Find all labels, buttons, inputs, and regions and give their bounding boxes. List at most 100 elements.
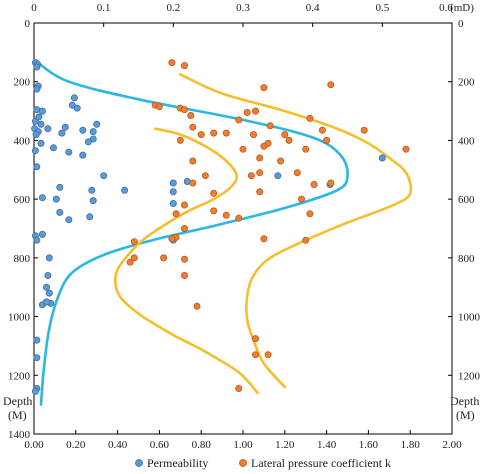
permeability-point xyxy=(44,271,52,279)
lateral-pressure-point xyxy=(327,179,335,187)
lateral-pressure-point xyxy=(323,136,331,144)
lateral-pressure-point xyxy=(189,123,197,131)
left-tick-label: 200 xyxy=(14,77,31,89)
bottom-tick-label: 0.40 xyxy=(108,439,128,451)
bottom-tick-label: 0.00 xyxy=(24,439,44,451)
left-axis-ticks: 0 200 400 600 800 1000 1200 1400 xyxy=(8,18,38,441)
left-tick-label: 800 xyxy=(14,253,31,265)
lateral-pressure-point xyxy=(302,145,310,153)
permeability-point xyxy=(93,120,101,128)
legend-label-lateral-pressure: Lateral pressure coefficient k xyxy=(251,456,391,470)
lateral-pressure-point xyxy=(210,129,218,137)
right-tick-label: 1000 xyxy=(458,312,481,324)
lateral-pressure-point xyxy=(210,207,218,215)
permeability-point xyxy=(33,354,41,362)
lateral-pressure-point xyxy=(130,238,138,246)
permeability-point xyxy=(33,85,41,93)
lateral-pressure-point xyxy=(197,131,205,139)
top-tick-label: 0.4 xyxy=(306,2,320,14)
permeability-point xyxy=(56,183,64,191)
lateral-pressure-point xyxy=(222,211,230,219)
top-axis-ticks: 0 0.1 0.2 0.3 0.4 0.5 0.6 xyxy=(31,2,453,27)
lateral-pressure-point xyxy=(243,109,251,117)
permeability-point xyxy=(33,63,41,71)
bottom-tick-label: 0.20 xyxy=(66,439,86,451)
left-tick-label: 600 xyxy=(14,194,31,206)
bottom-axis-ticks: 0.00 0.20 0.40 0.60 0.80 1.00 1.20 1.40 1.60 1.80… xyxy=(24,430,462,451)
lateral-pressure-point xyxy=(264,351,272,359)
top-tick-label: 0.5 xyxy=(375,2,389,14)
lateral-pressure-point xyxy=(249,131,257,139)
permeability-point xyxy=(38,107,46,115)
legend-marker-lateral-pressure xyxy=(239,459,247,467)
permeability-point xyxy=(45,289,53,297)
lateral-pressure-point xyxy=(168,235,176,243)
permeability-point xyxy=(50,144,58,152)
trend-curve-4 xyxy=(113,127,259,395)
lateral-pressure-point xyxy=(126,258,134,266)
legend-label-permeability: Permeability xyxy=(147,456,208,470)
lateral-pressure-point xyxy=(160,254,168,262)
trend-curve-3 xyxy=(179,73,413,389)
permeability-point xyxy=(169,188,177,196)
lateral-pressure-point xyxy=(155,103,163,111)
plot-frame xyxy=(33,22,453,435)
bottom-tick-label: 0.80 xyxy=(192,439,212,451)
left-axis-title-line2: (M) xyxy=(8,408,27,422)
lateral-pressure-point xyxy=(180,201,188,209)
right-tick-label: 0 xyxy=(458,18,464,30)
lateral-pressure-point xyxy=(260,235,268,243)
permeability-point xyxy=(378,154,386,162)
permeability-point xyxy=(45,254,53,262)
bottom-tick-label: 1.40 xyxy=(317,439,337,451)
permeability-point xyxy=(73,104,81,112)
lateral-pressure-point xyxy=(297,195,305,203)
permeability-point xyxy=(70,94,78,102)
lateral-pressure-point xyxy=(176,136,184,144)
permeability-point xyxy=(84,138,92,146)
lateral-pressure-point xyxy=(306,114,314,122)
lateral-pressure-point xyxy=(266,122,274,130)
permeability-point xyxy=(33,336,41,344)
lateral-pressure-point xyxy=(281,131,289,139)
lateral-pressure-point xyxy=(256,169,264,177)
permeability-point xyxy=(43,283,51,291)
permeability-point xyxy=(169,179,177,187)
left-tick-label: 0 xyxy=(25,18,31,30)
left-tick-label: 1400 xyxy=(8,429,31,441)
top-tick-label: 0.3 xyxy=(236,2,250,14)
right-tick-label: 600 xyxy=(458,194,475,206)
lateral-pressure-point xyxy=(251,107,259,115)
lateral-pressure-point xyxy=(256,154,264,162)
lateral-pressure-point xyxy=(239,145,247,153)
left-tick-label: 400 xyxy=(14,135,31,147)
right-axis-title-line1: Depth xyxy=(450,394,479,408)
lateral-pressure-point xyxy=(293,169,301,177)
permeability-point xyxy=(31,387,39,395)
lateral-pressure-point xyxy=(172,210,180,218)
permeability-point xyxy=(35,113,43,121)
permeability-point xyxy=(89,197,97,205)
left-tick-label: 1000 xyxy=(8,312,31,324)
lateral-pressure-point xyxy=(235,214,243,222)
permeability-point xyxy=(79,151,87,159)
permeability-point xyxy=(37,139,45,147)
right-axis-title-line2: (M) xyxy=(456,408,475,422)
lateral-pressure-point xyxy=(327,81,335,89)
permeability-point xyxy=(65,148,73,156)
permeability-point xyxy=(88,186,96,194)
right-tick-label: 1200 xyxy=(458,370,481,382)
permeability-point xyxy=(38,230,46,238)
right-tick-label: 800 xyxy=(458,253,475,265)
lateral-pressure-point xyxy=(180,106,188,114)
lateral-pressure-point xyxy=(402,145,410,153)
bottom-tick-label: 0.60 xyxy=(150,439,170,451)
lateral-pressure-point xyxy=(251,351,259,359)
lateral-pressure-point xyxy=(130,254,138,262)
lateral-pressure-point xyxy=(180,271,188,279)
left-axis-title-line1: Depth xyxy=(3,394,32,408)
lateral-pressure-point xyxy=(318,126,326,134)
lateral-pressure-point xyxy=(201,172,209,180)
lateral-pressure-point xyxy=(193,302,201,310)
permeability-point xyxy=(31,147,39,155)
